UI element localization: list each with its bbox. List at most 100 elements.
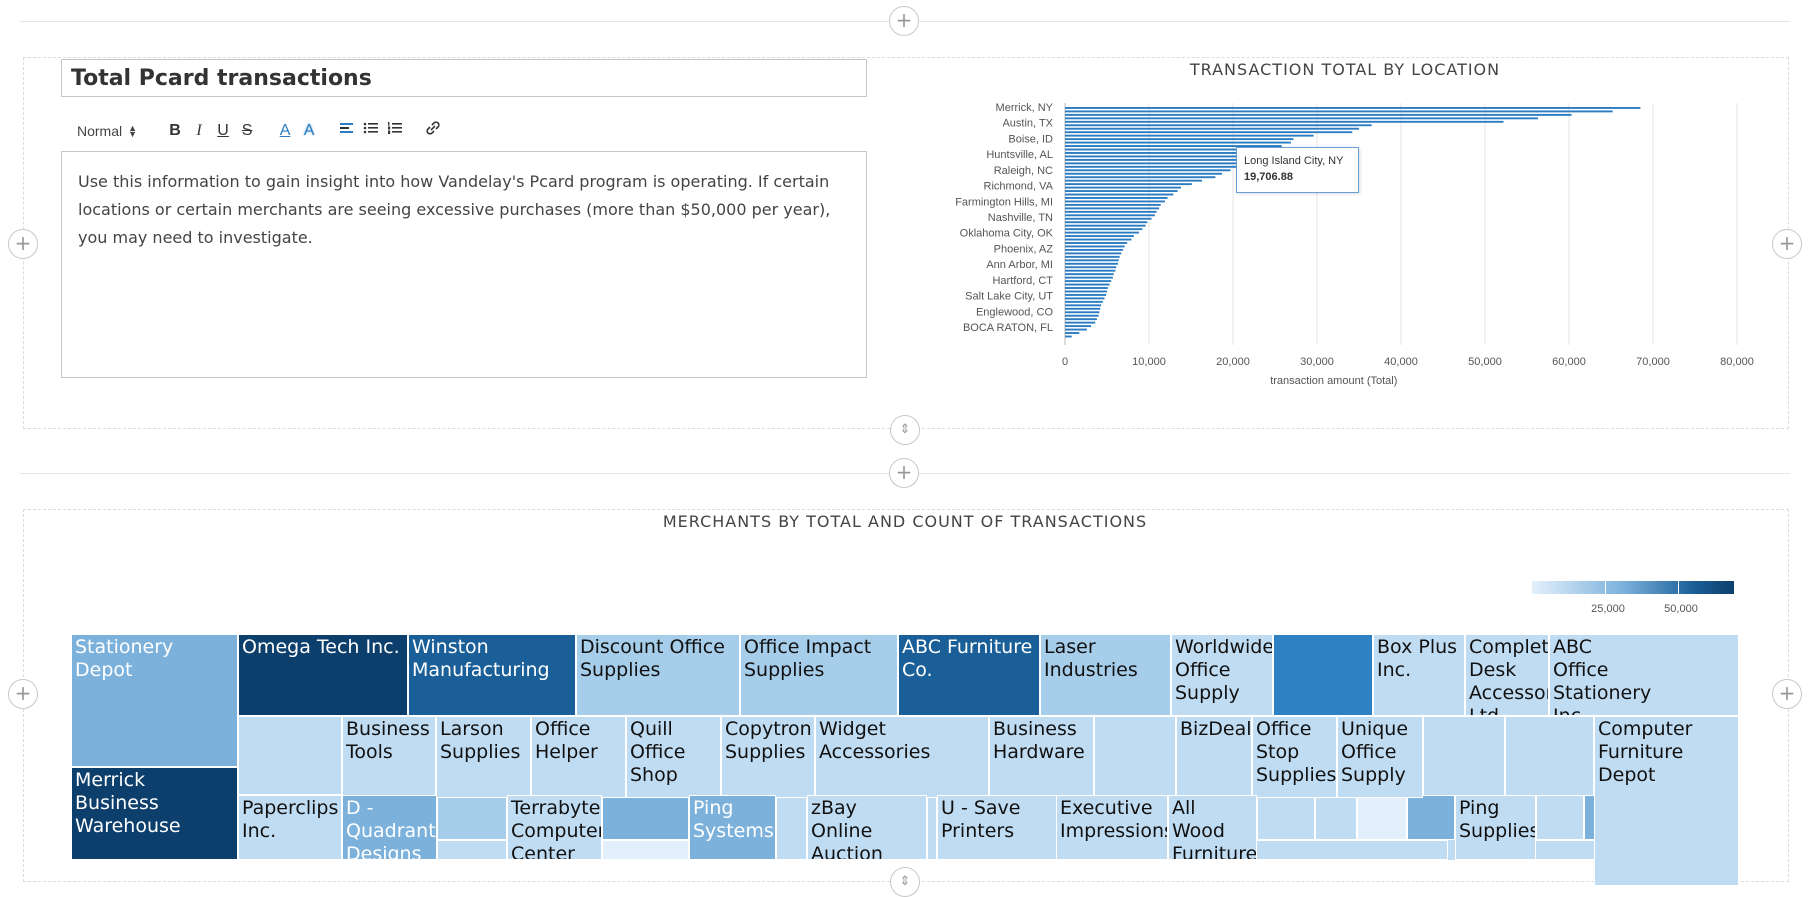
- treemap-cell[interactable]: Stationery Depot: [71, 634, 238, 767]
- treemap-cell[interactable]: Worldwide Office Supply: [1171, 634, 1273, 716]
- numbered-list-button[interactable]: [383, 120, 407, 142]
- treemap-cell[interactable]: Laser Industries: [1040, 634, 1171, 716]
- strikethrough-button[interactable]: S: [241, 122, 253, 139]
- location-bar[interactable]: [1065, 224, 1146, 227]
- bold-button[interactable]: B: [169, 122, 181, 139]
- location-bar[interactable]: [1065, 242, 1128, 244]
- treemap-cell[interactable]: Box Plus Inc.: [1373, 634, 1465, 716]
- treemap-cell[interactable]: Omega Tech Inc.: [238, 634, 408, 716]
- description-editor[interactable]: Use this information to gain insight int…: [61, 151, 867, 378]
- location-bar[interactable]: [1065, 297, 1105, 300]
- add-section-icon-top[interactable]: +: [889, 6, 919, 36]
- location-bar[interactable]: [1065, 325, 1092, 328]
- treemap-cell-unlabeled[interactable]: [437, 795, 507, 840]
- location-bar[interactable]: [1065, 155, 1261, 158]
- location-bar[interactable]: [1065, 283, 1110, 286]
- location-bar[interactable]: [1065, 169, 1231, 172]
- location-bar[interactable]: [1065, 307, 1101, 310]
- location-bar[interactable]: [1065, 287, 1108, 289]
- location-bar[interactable]: [1065, 221, 1148, 224]
- location-bar[interactable]: [1065, 172, 1223, 175]
- location-bar[interactable]: [1065, 321, 1096, 324]
- location-bar[interactable]: [1065, 255, 1120, 258]
- location-bar[interactable]: [1065, 124, 1372, 127]
- treemap-cell-unlabeled[interactable]: [1536, 795, 1584, 840]
- treemap-cell[interactable]: CompleteDeskAccessoriesLtd.: [1465, 634, 1549, 716]
- location-bar[interactable]: [1065, 203, 1161, 206]
- location-bar[interactable]: [1065, 311, 1100, 314]
- location-bar[interactable]: [1065, 273, 1114, 276]
- location-bar[interactable]: [1065, 134, 1314, 137]
- location-bar[interactable]: [1065, 193, 1174, 196]
- location-bar[interactable]: [1065, 165, 1238, 168]
- location-bar[interactable]: [1065, 183, 1192, 186]
- location-bar[interactable]: [1065, 158, 1249, 161]
- treemap-cell[interactable]: Ping Systems: [689, 795, 776, 860]
- treemap-cell[interactable]: All Wood Furniture: [1168, 795, 1257, 860]
- treemap-cell[interactable]: Unique Office Supply: [1337, 716, 1423, 798]
- treemap-cell-unlabeled[interactable]: [1505, 716, 1594, 798]
- treemap-cell-unlabeled[interactable]: [602, 795, 689, 840]
- location-bar[interactable]: [1065, 197, 1168, 199]
- location-bar[interactable]: [1065, 162, 1243, 165]
- location-bar[interactable]: [1065, 120, 1504, 123]
- location-bar[interactable]: [1065, 304, 1102, 307]
- treemap-cell[interactable]: Widget Accessories: [815, 716, 989, 798]
- treemap-cell[interactable]: Winston Manufacturing: [408, 634, 576, 716]
- treemap-cell[interactable]: Terrabyte Computer Center: [507, 795, 602, 860]
- location-bar[interactable]: [1065, 314, 1099, 317]
- treemap-cell[interactable]: Executive Impressions: [1056, 795, 1168, 860]
- treemap-cell[interactable]: Larson Supplies: [436, 716, 531, 798]
- treemap-cell[interactable]: Office Impact Supplies: [740, 634, 898, 716]
- treemap-cell[interactable]: ABC Office Stationery Inc.: [1549, 634, 1739, 716]
- location-bar[interactable]: [1065, 332, 1080, 334]
- font-color-button[interactable]: A: [279, 122, 291, 139]
- treemap-cell-unlabeled[interactable]: [776, 795, 807, 860]
- treemap-cell-unlabeled[interactable]: [238, 716, 342, 795]
- treemap-cell[interactable]: Business Tools: [342, 716, 436, 798]
- location-bar[interactable]: [1065, 266, 1117, 269]
- treemap-cell[interactable]: Merrick Business Warehouse: [71, 767, 238, 860]
- location-bar[interactable]: [1065, 252, 1122, 255]
- format-select[interactable]: Normal ▲ ▼: [77, 123, 137, 139]
- location-bar[interactable]: [1065, 190, 1178, 193]
- location-bar[interactable]: [1065, 117, 1538, 120]
- background-color-button[interactable]: A: [303, 122, 315, 139]
- location-bar[interactable]: [1065, 107, 1641, 109]
- treemap-cell[interactable]: Business Hardware: [989, 716, 1094, 798]
- add-column-icon-left-top[interactable]: +: [8, 229, 38, 259]
- location-bar[interactable]: [1065, 318, 1097, 321]
- location-bar[interactable]: [1065, 127, 1359, 130]
- location-bar[interactable]: [1065, 179, 1202, 182]
- treemap-cell[interactable]: Office Stop Supplies: [1252, 716, 1337, 798]
- location-bar[interactable]: [1065, 186, 1181, 189]
- location-bar[interactable]: [1065, 148, 1277, 151]
- treemap-cell[interactable]: Discount Office Supplies: [576, 634, 740, 716]
- location-bar[interactable]: [1065, 276, 1113, 279]
- location-bar[interactable]: [1065, 248, 1123, 251]
- location-bar[interactable]: [1065, 145, 1282, 147]
- treemap-cell-unlabeled[interactable]: [1407, 795, 1455, 840]
- treemap-cell-unlabeled[interactable]: [927, 795, 937, 860]
- location-bar[interactable]: [1065, 235, 1134, 238]
- location-bar[interactable]: [1065, 210, 1157, 213]
- location-bar[interactable]: [1065, 262, 1118, 265]
- location-bar[interactable]: [1065, 113, 1572, 116]
- treemap-cell[interactable]: Ping Supplies: [1455, 795, 1536, 860]
- add-column-icon-left-bottom[interactable]: +: [8, 679, 38, 709]
- location-bar[interactable]: [1065, 293, 1107, 296]
- treemap-cell-unlabeled[interactable]: [602, 840, 689, 860]
- treemap-cell[interactable]: ABC Furniture Co.: [898, 634, 1040, 716]
- treemap-cell-unlabeled[interactable]: [1423, 716, 1505, 798]
- location-bar[interactable]: [1065, 238, 1132, 241]
- treemap-cell[interactable]: Computer Furniture Depot: [1594, 716, 1739, 886]
- location-bar[interactable]: [1065, 141, 1291, 144]
- treemap-cell-unlabeled[interactable]: [1257, 795, 1315, 840]
- add-section-icon-middle[interactable]: +: [889, 458, 919, 488]
- location-bar[interactable]: [1065, 217, 1152, 220]
- location-bar[interactable]: [1065, 231, 1139, 234]
- link-button[interactable]: [421, 120, 445, 142]
- bullet-list-button[interactable]: [359, 120, 383, 142]
- location-bar[interactable]: [1065, 138, 1294, 141]
- treemap-cell-unlabeled[interactable]: [1315, 795, 1357, 840]
